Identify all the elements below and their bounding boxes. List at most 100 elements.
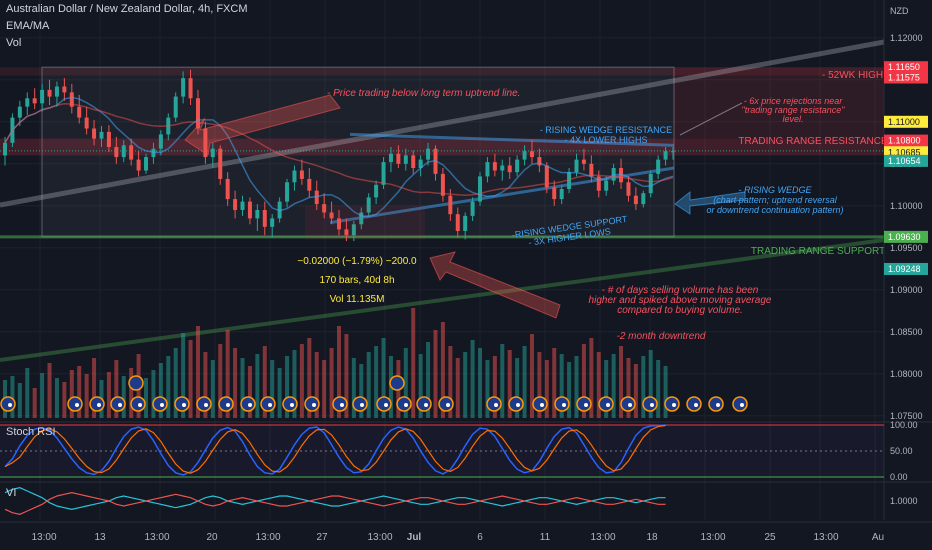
- candle: [121, 140, 126, 163]
- volume-bar: [40, 373, 45, 418]
- news-flag-icon: [576, 396, 592, 412]
- news-flag-icon: [554, 396, 570, 412]
- indicator-vol-label[interactable]: Vol: [6, 37, 22, 49]
- candle-body: [84, 117, 89, 129]
- price-label: 1.10654: [884, 154, 928, 167]
- volume-bar: [255, 354, 260, 418]
- candle: [522, 145, 527, 166]
- candle-body: [255, 210, 260, 219]
- volume-bar: [626, 358, 631, 418]
- flag-circle: [352, 396, 368, 412]
- candle-body: [485, 162, 490, 177]
- price-tick: 1.08500: [890, 327, 923, 337]
- flag-star: [650, 403, 654, 407]
- candle: [285, 178, 290, 208]
- candle-body: [240, 201, 245, 210]
- time-tick: 18: [646, 532, 658, 543]
- candle-body: [500, 165, 505, 171]
- flag-circle: [508, 396, 524, 412]
- price-label: 1.11000: [884, 115, 928, 128]
- news-flag-icon: [642, 396, 658, 412]
- price-label-bg: [884, 230, 928, 243]
- candle: [299, 159, 304, 185]
- candles: [3, 69, 675, 242]
- price-label-bg: [884, 154, 928, 167]
- candle-body: [181, 78, 186, 97]
- vi-tick: 1.0000: [890, 496, 918, 506]
- candle-body: [619, 168, 624, 183]
- vi-plus-line: [4, 487, 666, 510]
- annotation-volume: - # of days selling volume has been: [602, 285, 759, 296]
- volume-bar: [611, 354, 616, 418]
- candle: [552, 180, 557, 206]
- price-label-text: 1.10685: [888, 147, 921, 157]
- volume-bar: [359, 364, 364, 418]
- volume-bar: [537, 352, 542, 418]
- long-term-uptrend-line: [0, 39, 885, 208]
- volume-bar: [77, 366, 82, 418]
- candle-body: [158, 134, 163, 149]
- volume-bar: [47, 363, 52, 418]
- news-flag-icon: [620, 396, 636, 412]
- flag-circle: [0, 396, 16, 412]
- stoch-tick: 100.00: [890, 420, 918, 430]
- measure-label: 170 bars, 40d 8h: [319, 275, 394, 286]
- news-flag-icon: [218, 396, 234, 412]
- annotation-rising-wedge: - RISING WEDGE: [738, 185, 812, 195]
- price-label: 1.09248: [884, 262, 928, 275]
- trading-range-box: [41, 66, 675, 238]
- stoch-rsi-title: Stoch RSI: [6, 426, 56, 438]
- candle-body: [337, 218, 341, 230]
- candle-body: [69, 92, 74, 107]
- flag-star: [494, 403, 498, 407]
- flag-star: [8, 403, 12, 407]
- volume-bar: [455, 358, 460, 418]
- candle: [240, 195, 245, 216]
- candle-body: [106, 131, 111, 147]
- candle: [455, 207, 460, 238]
- time-tick: 13:00: [144, 532, 169, 543]
- news-flag-icon: [240, 396, 256, 412]
- volume-bar: [663, 366, 668, 418]
- news-flag-icon: [260, 396, 276, 412]
- price-label-text: 1.11650: [888, 62, 920, 72]
- annotation-wedge-resistance: - 4X LOWER HIGHS: [564, 135, 647, 145]
- volume-bar: [463, 352, 468, 418]
- candle-body: [388, 153, 393, 163]
- price-label-text: 1.09630: [888, 232, 921, 242]
- volume-bar: [604, 360, 609, 418]
- indicator-ema-ma-label[interactable]: EMA/MA: [6, 20, 50, 32]
- candle-body: [17, 106, 22, 118]
- flag-star: [584, 403, 588, 407]
- candle-body: [136, 159, 141, 171]
- price-label-bg: [884, 61, 928, 74]
- price-label-bg: [884, 134, 928, 147]
- flag-circle: [732, 396, 748, 412]
- measure-label: −0.02000 (−1.79%) −200.0: [297, 256, 417, 267]
- candle: [470, 197, 475, 221]
- candle-body: [470, 201, 475, 216]
- candle-body: [426, 148, 431, 160]
- flag-star: [424, 403, 428, 407]
- news-flag-icon: [389, 375, 405, 391]
- volume-bar: [478, 348, 483, 418]
- candle-body: [129, 145, 134, 160]
- candle-body: [218, 148, 223, 179]
- flag-circle: [67, 396, 83, 412]
- price-label: 1.11575: [884, 71, 928, 84]
- candle: [344, 218, 349, 242]
- candle-body: [344, 229, 349, 236]
- flag-circle: [128, 375, 144, 391]
- volume-bar: [195, 326, 200, 418]
- candle: [158, 130, 163, 156]
- volume-bar: [351, 358, 356, 418]
- price-label-text: 1.09248: [888, 264, 921, 274]
- price-label: 1.10800: [884, 134, 928, 147]
- candle: [374, 180, 379, 205]
- candle: [129, 138, 134, 166]
- candle: [463, 212, 468, 240]
- candle-body: [403, 155, 408, 164]
- price-label: 1.09630: [884, 230, 928, 243]
- news-flag-icon: [732, 396, 748, 412]
